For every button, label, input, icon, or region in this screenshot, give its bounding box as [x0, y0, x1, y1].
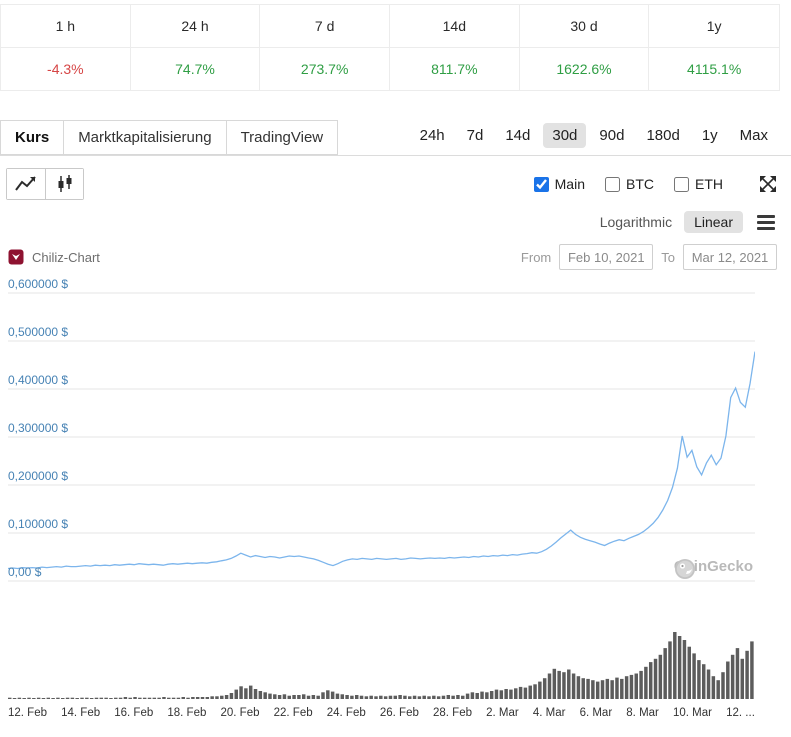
chart-controls-row: Main BTC ETH — [0, 167, 791, 201]
coin-title: Chiliz-Chart — [8, 249, 100, 265]
linear-button[interactable]: Linear — [684, 211, 743, 233]
btc-checkbox-input[interactable] — [605, 176, 620, 192]
range-24h[interactable]: 24h — [419, 127, 445, 144]
y-axis-label: 0,500000 $ — [8, 325, 69, 339]
x-axis-label: 26. Feb — [379, 707, 419, 719]
to-label: To — [661, 249, 675, 265]
price-chart-area[interactable]: 0,600000 $ 0,500000 $ 0,400000 $ 0,300000 $… — [8, 277, 755, 583]
change-value-1h: -4.3% — [1, 48, 131, 90]
eth-checkbox-label: ETH — [695, 176, 723, 192]
fullscreen-button[interactable] — [757, 173, 779, 195]
x-axis-label: 20. Feb — [220, 707, 260, 719]
main-checkbox-label: Main — [554, 176, 585, 192]
change-value-30d: 1622.6% — [519, 48, 650, 90]
range-30d[interactable]: 30d — [543, 123, 587, 148]
x-axis-label: 8. Mar — [626, 707, 659, 719]
period-header: 30 d — [519, 5, 650, 48]
x-axis-label: 18. Feb — [167, 707, 207, 719]
range-180d[interactable]: 180d — [646, 127, 680, 144]
fullscreen-expand-icon — [760, 176, 776, 192]
scale-toggle-row: Logarithmic Linear — [0, 209, 791, 235]
y-axis-label: 0,400000 $ — [8, 373, 69, 387]
volume-chart-svg — [8, 632, 754, 700]
to-date-input[interactable] — [683, 244, 777, 270]
chart-menu-button[interactable] — [755, 213, 777, 232]
tab-marktkapitalisierung[interactable]: Marktkapitalisierung — [63, 120, 227, 155]
x-axis-label: 2. Mar — [486, 707, 519, 719]
x-axis-label: 16. Feb — [114, 707, 154, 719]
range-14d[interactable]: 14d — [505, 127, 531, 144]
date-range-controls: From To — [521, 244, 777, 270]
tab-tradingview[interactable]: TradingView — [225, 120, 339, 155]
x-axis-label: 24. Feb — [326, 707, 366, 719]
x-axis-label: 28. Feb — [433, 707, 472, 719]
tab-kurs[interactable]: Kurs — [0, 120, 65, 155]
change-value-24h: 74.7% — [130, 48, 261, 90]
range-90d[interactable]: 90d — [599, 127, 625, 144]
overlay-checkboxes: Main BTC ETH — [533, 173, 779, 195]
change-value-1y: 4115.1% — [649, 48, 779, 90]
from-label: From — [520, 249, 552, 265]
x-axis-label: 12. ... — [726, 707, 755, 719]
period-header: 1 h — [1, 5, 131, 48]
main-checkbox-input[interactable] — [533, 176, 549, 192]
from-date-input[interactable] — [559, 244, 654, 270]
price-change-table: 1 h 24 h 7 d 14d 30 d 1y -4.3% 74.7% 273… — [0, 4, 780, 91]
chart-title: Chiliz-Chart — [32, 249, 100, 265]
coingecko-logo-icon — [674, 559, 695, 579]
period-header: 14d — [390, 5, 520, 48]
change-value-7d: 273.7% — [260, 48, 390, 90]
period-header: 24 h — [130, 5, 261, 48]
x-axis-label: 22. Feb — [273, 707, 313, 719]
x-axis-label: 4. Mar — [532, 707, 566, 719]
range-buttons: 24h 7d 14d 30d 90d 180d 1y Max — [411, 123, 777, 155]
chart-tabs-row: Kurs Marktkapitalisierung TradingView 24… — [0, 120, 791, 156]
chart-header: Chiliz-Chart From To — [0, 243, 791, 271]
x-axis-label: 6. Mar — [579, 707, 613, 719]
range-max[interactable]: Max — [739, 127, 768, 144]
candlestick-icon — [58, 175, 71, 192]
hamburger-icon — [757, 214, 775, 218]
y-axis-label: 0,600000 $ — [8, 277, 69, 291]
line-chart-icon — [15, 176, 36, 191]
change-value-14d: 811.7% — [390, 48, 520, 90]
x-axis-labels: 12. Feb 14. Feb 16. Feb 18. Feb 20. Feb 22. F… — [8, 707, 755, 719]
line-chart-button[interactable] — [7, 169, 45, 199]
volume-chart-area[interactable] — [8, 629, 755, 700]
y-axis-label: 0,100000 $ — [8, 517, 69, 531]
chiliz-logo-icon — [8, 249, 24, 265]
coingecko-watermark: CoinGecko — [674, 558, 753, 579]
range-7d[interactable]: 7d — [466, 127, 484, 144]
y-axis-label: 0,200000 $ — [8, 469, 69, 483]
y-axis-label: 0,00 $ — [8, 565, 42, 579]
range-1y[interactable]: 1y — [701, 127, 718, 144]
btc-checkbox-label: BTC — [626, 176, 654, 192]
candlestick-chart-button[interactable] — [45, 169, 83, 199]
period-header: 7 d — [260, 5, 390, 48]
eth-checkbox[interactable]: ETH — [674, 176, 723, 192]
y-axis-label: 0,300000 $ — [8, 421, 69, 435]
price-chart-svg — [8, 292, 755, 582]
chart-type-toggle — [6, 168, 84, 200]
x-axis-label: 12. Feb — [8, 707, 47, 719]
x-axis-label: 14. Feb — [61, 707, 101, 719]
chart-tabs: Kurs Marktkapitalisierung TradingView — [0, 120, 339, 155]
logarithmic-button[interactable]: Logarithmic — [599, 214, 673, 230]
main-checkbox[interactable]: Main — [533, 176, 585, 192]
eth-checkbox-input[interactable] — [674, 176, 689, 192]
x-axis-label: 10. Mar — [673, 707, 712, 719]
btc-checkbox[interactable]: BTC — [605, 176, 654, 192]
period-header: 1y — [649, 5, 779, 48]
